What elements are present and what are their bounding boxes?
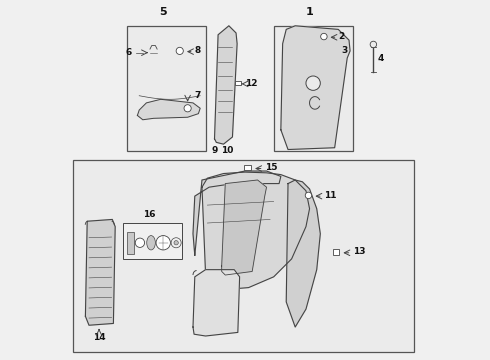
Text: 3: 3 xyxy=(342,46,348,55)
Text: 2: 2 xyxy=(338,32,344,41)
Polygon shape xyxy=(286,180,320,327)
Circle shape xyxy=(171,238,181,248)
Bar xyxy=(126,232,134,253)
Circle shape xyxy=(305,192,312,199)
Polygon shape xyxy=(215,26,237,144)
Bar xyxy=(235,81,241,85)
Bar xyxy=(73,160,414,352)
Bar xyxy=(126,26,205,151)
Text: 13: 13 xyxy=(353,247,365,256)
Polygon shape xyxy=(281,26,350,149)
Bar xyxy=(274,26,353,151)
Circle shape xyxy=(370,41,377,48)
Text: 4: 4 xyxy=(378,54,384,63)
Circle shape xyxy=(184,105,191,112)
Circle shape xyxy=(156,235,171,250)
Text: 14: 14 xyxy=(93,333,105,342)
Polygon shape xyxy=(137,99,200,120)
Circle shape xyxy=(135,238,145,247)
Polygon shape xyxy=(221,180,267,275)
Text: 12: 12 xyxy=(245,79,258,88)
Text: 8: 8 xyxy=(195,46,201,55)
Polygon shape xyxy=(193,171,281,255)
Text: 7: 7 xyxy=(195,91,201,100)
Circle shape xyxy=(176,47,183,54)
Polygon shape xyxy=(202,172,310,289)
Ellipse shape xyxy=(147,235,155,250)
Bar xyxy=(123,223,182,259)
Text: 9: 9 xyxy=(211,146,218,155)
Bar xyxy=(245,165,251,171)
Text: 10: 10 xyxy=(221,146,233,155)
Text: 11: 11 xyxy=(324,190,337,199)
Polygon shape xyxy=(193,270,240,336)
Polygon shape xyxy=(85,220,115,325)
Circle shape xyxy=(174,240,178,245)
Circle shape xyxy=(320,33,327,40)
Bar xyxy=(333,249,339,255)
Text: 5: 5 xyxy=(159,7,166,17)
Text: 6: 6 xyxy=(125,48,132,57)
Circle shape xyxy=(306,76,320,90)
Text: 1: 1 xyxy=(306,7,314,17)
Text: 15: 15 xyxy=(265,163,277,172)
Text: 16: 16 xyxy=(143,211,155,220)
